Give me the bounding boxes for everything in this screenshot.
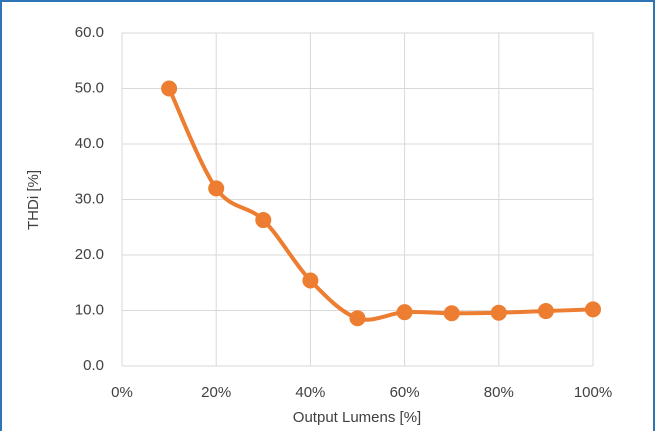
data-point	[585, 301, 601, 318]
data-point	[537, 303, 554, 320]
y-tick-label: 50.0	[75, 79, 104, 96]
y-tick-label: 0.0	[83, 357, 104, 374]
data-point	[255, 212, 272, 229]
y-tick-label: 40.0	[75, 135, 104, 152]
data-point	[443, 305, 460, 322]
data-point	[208, 180, 225, 197]
data-point	[302, 272, 319, 289]
y-tick-label: 30.0	[75, 190, 104, 207]
y-axis-label: THDi [%]	[25, 170, 42, 230]
y-tick-label: 60.0	[75, 24, 104, 41]
y-tick-label: 10.0	[75, 301, 104, 318]
series-line	[167, 87, 594, 322]
x-tick-label: 100%	[574, 384, 612, 401]
x-tick-label: 40%	[295, 384, 325, 401]
data-point	[161, 80, 178, 97]
data-point	[349, 310, 366, 327]
data-point	[396, 304, 413, 321]
x-tick-label: 60%	[390, 384, 420, 401]
y-tick-label: 20.0	[75, 246, 104, 263]
x-axis-label: Output Lumens [%]	[293, 409, 421, 426]
data-point	[490, 304, 507, 321]
x-tick-label: 0%	[111, 384, 133, 401]
x-tick-label: 80%	[484, 384, 514, 401]
x-tick-label: 20%	[201, 384, 231, 401]
